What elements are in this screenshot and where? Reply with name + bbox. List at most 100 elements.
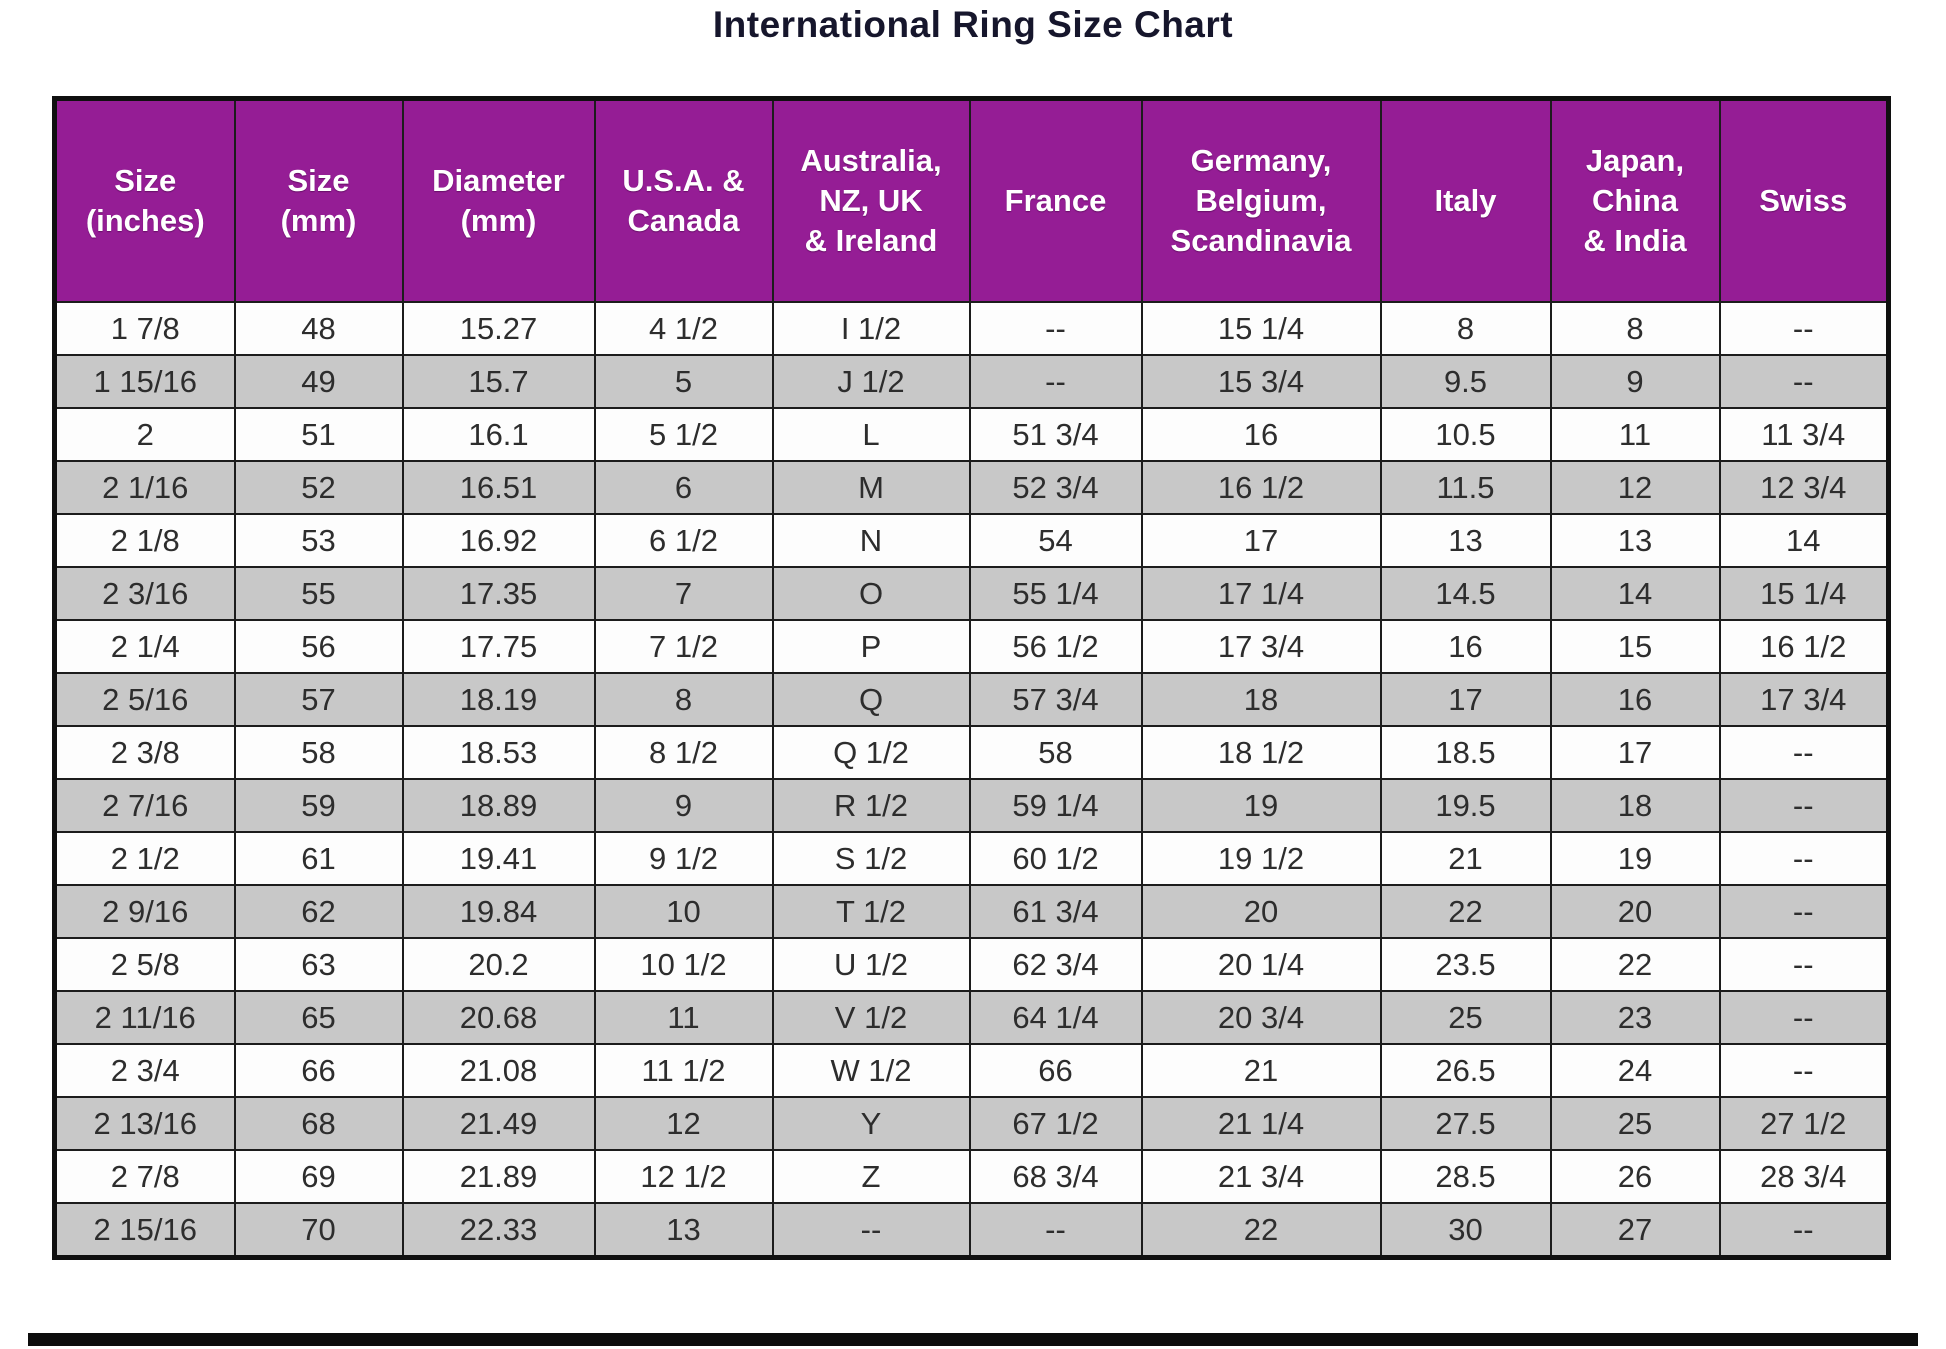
cell: 7 1/2 [593,619,774,674]
cell: 17 [1379,672,1552,727]
cell: 17 3/4 [1140,619,1382,674]
cell: 48 [233,301,404,356]
column-header: Size (mm) [233,97,404,303]
column-header: Swiss [1718,97,1890,303]
table-row: 2 1/4 56 17.75 7 1/2 P 56 1/2 17 3/4 16 15 16 1/2 [53,619,1890,674]
cell: L [771,407,971,462]
cell: 10 [593,884,774,939]
cell: 21.89 [401,1149,596,1204]
table-row: 1 7/8 48 15.27 4 1/2 I 1/2 -- 15 1/4 8 8 -- [53,301,1890,356]
cell: 20 1/4 [1140,937,1382,992]
cell: 67 1/2 [968,1096,1143,1151]
cell: 26.5 [1379,1043,1552,1098]
cell: 9.5 [1379,354,1552,409]
cell: -- [968,301,1143,356]
cell: 16 [1140,407,1382,462]
cell: 54 [968,513,1143,568]
cell: 22 [1379,884,1552,939]
table-row: 1 15/16 49 15.7 5 J 1/2 -- 15 3/4 9.5 9 -- [53,354,1890,409]
cell: U 1/2 [771,937,971,992]
cell: -- [1718,778,1890,833]
cell: 9 [1549,354,1721,409]
cell: 8 [1549,301,1721,356]
cell: 27 1/2 [1718,1096,1890,1151]
table-row: 2 51 16.1 5 1/2 L 51 3/4 16 10.5 11 11 3/4 [53,407,1890,462]
cell: O [771,566,971,621]
cell: 2 5/16 [53,672,236,727]
cell: 69 [233,1149,404,1204]
cell: 18 [1140,672,1382,727]
cell: 64 1/4 [968,990,1143,1045]
table-row: 2 13/16 68 21.49 12 Y 67 1/2 21 1/4 27.5 25 27 1/… [53,1096,1890,1151]
table-row: 2 1/2 61 19.41 9 1/2 S 1/2 60 1/2 19 1/2 21 19 -- [53,831,1890,886]
cell: 23 [1549,990,1721,1045]
cell: 17 [1140,513,1382,568]
cell: 11.5 [1379,460,1552,515]
cell: 16 [1379,619,1552,674]
cell: 6 1/2 [593,513,774,568]
cell: 62 3/4 [968,937,1143,992]
cell: 20.2 [401,937,596,992]
cell: 15 1/4 [1140,301,1382,356]
cell: 2 3/16 [53,566,236,621]
cell: 70 [233,1202,404,1259]
cell: 17.35 [401,566,596,621]
cell: 2 5/8 [53,937,236,992]
cell: 9 1/2 [593,831,774,886]
cell: 52 3/4 [968,460,1143,515]
cell: 19 [1140,778,1382,833]
cell: 12 1/2 [593,1149,774,1204]
column-header: Japan, China & India [1549,97,1721,303]
cell: 53 [233,513,404,568]
cell: 23.5 [1379,937,1552,992]
cell: 2 1/4 [53,619,236,674]
cell: 20 [1140,884,1382,939]
cell: 61 [233,831,404,886]
cell: 8 [593,672,774,727]
cell: 16.51 [401,460,596,515]
cell: 22 [1140,1202,1382,1259]
cell: M [771,460,971,515]
cell: N [771,513,971,568]
table-row: 2 11/16 65 20.68 11 V 1/2 64 1/4 20 3/4 25 23 -- [53,990,1890,1045]
cell: 19 [1549,831,1721,886]
cell: 57 [233,672,404,727]
cell: 18.53 [401,725,596,780]
cell: 5 [593,354,774,409]
cell: 2 15/16 [53,1202,236,1259]
cell: 2 7/16 [53,778,236,833]
cell: 27.5 [1379,1096,1552,1151]
cell: 68 [233,1096,404,1151]
cell: 12 [593,1096,774,1151]
cell: 51 3/4 [968,407,1143,462]
cell: 11 3/4 [1718,407,1890,462]
cell: 14 [1549,566,1721,621]
cell: 19.41 [401,831,596,886]
cell: -- [1718,1202,1890,1259]
cell: 55 [233,566,404,621]
cell: -- [1718,937,1890,992]
cell: T 1/2 [771,884,971,939]
cell: -- [968,1202,1143,1259]
cell: -- [1718,725,1890,780]
cell: 6 [593,460,774,515]
ring-size-table: Size (inches) Size (mm) Diameter (mm) U.S.A… [52,96,1891,1260]
cell: 24 [1549,1043,1721,1098]
page-title: International Ring Size Chart [712,4,1234,45]
cell: 19.5 [1379,778,1552,833]
cell: 2 1/16 [53,460,236,515]
cell: 2 9/16 [53,884,236,939]
column-header: Diameter (mm) [401,97,596,303]
column-header: Size (inches) [53,97,236,303]
cell: 20 [1549,884,1721,939]
cell: 21.08 [401,1043,596,1098]
cell: 18 [1549,778,1721,833]
cell: 16 1/2 [1140,460,1382,515]
table-row: 2 5/16 57 18.19 8 Q 57 3/4 18 17 16 17 3/4 [53,672,1890,727]
table-row: 2 5/8 63 20.2 10 1/2 U 1/2 62 3/4 20 1/4 23.5 22… [53,937,1890,992]
cell: 21 3/4 [1140,1149,1382,1204]
cell: Z [771,1149,971,1204]
table-row: 2 3/4 66 21.08 11 1/2 W 1/2 66 21 26.5 24 -- [53,1043,1890,1098]
cell: 7 [593,566,774,621]
cell: 9 [593,778,774,833]
